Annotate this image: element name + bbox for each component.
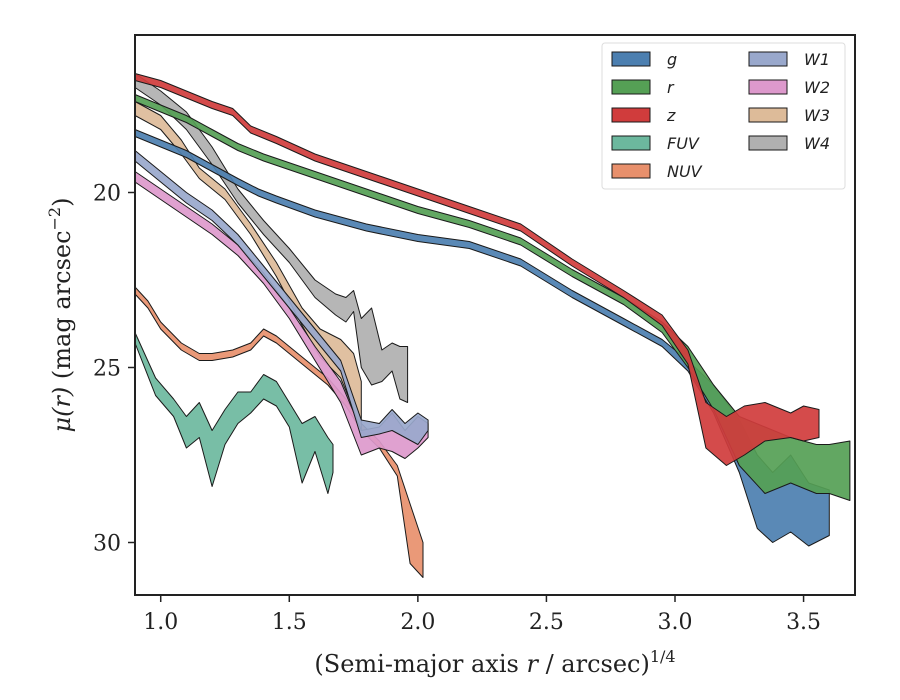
legend: grz FUV NUV W1 W2 W3 W4 xyxy=(601,42,846,190)
legend-swatch-nuv xyxy=(611,163,651,179)
legend-label-w3: W3 xyxy=(804,106,830,125)
legend-swatch-w4 xyxy=(748,135,788,151)
series-band-w1 xyxy=(134,150,429,445)
legend-label-w1: W1 xyxy=(804,50,830,69)
series-band-w4 xyxy=(134,73,409,403)
series-band-r xyxy=(134,94,851,501)
series-band-fuv xyxy=(134,332,334,494)
x-tick-label: 2.5 xyxy=(529,610,564,635)
series-band-g xyxy=(134,129,830,547)
legend-label-w2: W2 xyxy=(804,78,830,97)
legend-label-r: r xyxy=(667,78,675,97)
legend-swatch-w1 xyxy=(748,51,788,67)
plot-frame xyxy=(134,34,856,596)
x-tick-label: 3.5 xyxy=(786,610,821,635)
chart-areas xyxy=(134,73,851,578)
legend-label-fuv: FUV xyxy=(667,134,700,153)
y-tick-label: 25 xyxy=(93,357,121,382)
legend-label-nuv: NUV xyxy=(667,162,703,181)
legend-swatch-w2 xyxy=(748,79,788,95)
x-tick-label: 2.0 xyxy=(400,610,435,635)
legend-swatch-fuv xyxy=(611,135,651,151)
x-tick-label: 1.0 xyxy=(143,610,178,635)
legend-swatch-r xyxy=(611,79,651,95)
legend-swatch-z xyxy=(611,107,651,123)
legend-swatch-g xyxy=(611,51,651,67)
axis-ticks: 1.0 1.5 2.0 2.5 3.0 3.5 20 25 30 xyxy=(93,182,821,636)
legend-label-z: z xyxy=(666,106,676,125)
x-tick-label: 3.0 xyxy=(658,610,693,635)
series-band-z xyxy=(134,73,820,466)
y-tick-label: 20 xyxy=(93,182,121,207)
legend-label-w4: W4 xyxy=(804,134,830,153)
legend-swatch-w3 xyxy=(748,107,788,123)
x-axis-label: (Semi-major axis r / arcsec)1/4 xyxy=(314,647,675,678)
legend-label-g: g xyxy=(667,50,677,69)
y-axis-label: μ(r) (mag arcsec−2) xyxy=(45,198,76,433)
series-band-nuv xyxy=(134,286,424,578)
x-tick-label: 1.5 xyxy=(272,610,307,635)
y-tick-label: 30 xyxy=(93,532,121,557)
